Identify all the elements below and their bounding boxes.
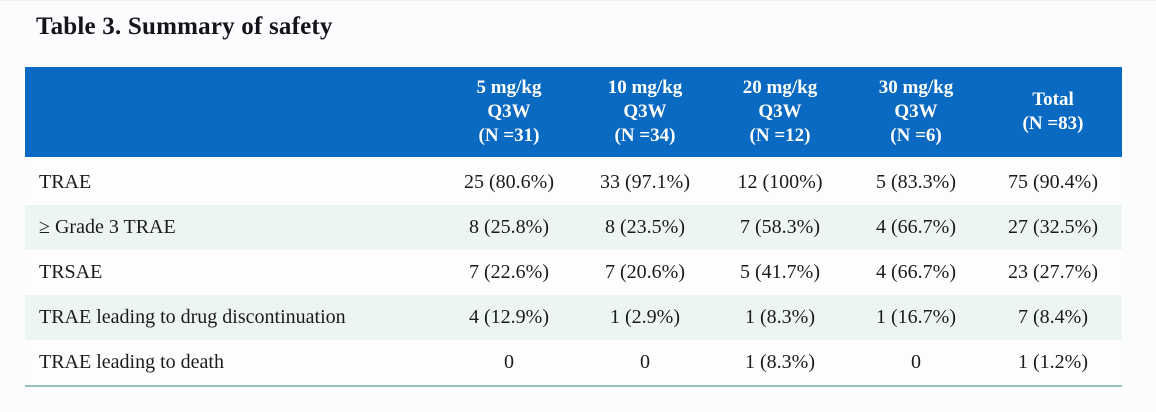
- data-cell: 1 (8.3%): [745, 306, 815, 328]
- row-label: TRAE leading to death: [39, 351, 224, 373]
- data-cell: 25 (80.6%): [464, 171, 554, 193]
- data-cell: 75 (90.4%): [1008, 171, 1098, 193]
- data-cell: 23 (27.7%): [1008, 261, 1098, 283]
- data-cell: 0: [640, 351, 650, 373]
- data-cell: 0: [911, 351, 921, 373]
- column-header-20mgkg: 20 mg/kg Q3W (N =12): [742, 77, 818, 146]
- data-cell: 8 (23.5%): [605, 216, 685, 238]
- data-cell: 7 (22.6%): [469, 261, 549, 283]
- table-row: TRAE leading to drug discontinuation 4 (…: [25, 295, 1122, 340]
- data-cell: 0: [504, 351, 514, 373]
- column-header-empty: [25, 67, 440, 157]
- data-cell: 8 (25.8%): [469, 216, 549, 238]
- table-row: TRAE 25 (80.6%) 33 (97.1%) 12 (100%) 5 (…: [25, 160, 1122, 205]
- data-cell: 7 (58.3%): [740, 216, 820, 238]
- data-cell: 7 (8.4%): [1018, 306, 1088, 328]
- column-header-30mgkg: 30 mg/kg Q3W (N =6): [878, 77, 954, 146]
- table-title: Table 3. Summary of safety: [36, 13, 333, 40]
- data-cell: 33 (97.1%): [600, 171, 690, 193]
- table-row: TRAE leading to death 0 0 1 (8.3%) 0 1 (…: [25, 340, 1122, 385]
- data-cell: 27 (32.5%): [1008, 216, 1098, 238]
- row-label: TRSAE: [39, 261, 103, 283]
- data-cell: 1 (1.2%): [1018, 351, 1088, 373]
- row-label: TRAE: [39, 171, 92, 193]
- data-cell: 5 (41.7%): [740, 261, 820, 283]
- column-header-total: Total (N =83): [1022, 89, 1084, 134]
- table-header-row: 5 mg/kg Q3W (N =31) 10 mg/kg Q3W (N =34)…: [25, 67, 1122, 160]
- table-row: ≥ Grade 3 TRAE 8 (25.8%) 8 (23.5%) 7 (58…: [25, 205, 1122, 250]
- data-cell: 12 (100%): [737, 171, 823, 193]
- data-cell: 7 (20.6%): [605, 261, 685, 283]
- data-cell: 4 (66.7%): [876, 216, 956, 238]
- safety-summary-table: 5 mg/kg Q3W (N =31) 10 mg/kg Q3W (N =34)…: [25, 67, 1122, 387]
- row-label: ≥ Grade 3 TRAE: [39, 216, 176, 238]
- data-cell: 5 (83.3%): [876, 171, 956, 193]
- data-cell: 4 (66.7%): [876, 261, 956, 283]
- data-cell: 1 (8.3%): [745, 351, 815, 373]
- table-row: TRSAE 7 (22.6%) 7 (20.6%) 5 (41.7%) 4 (6…: [25, 250, 1122, 295]
- column-header-5mgkg: 5 mg/kg Q3W (N =31): [476, 77, 542, 146]
- column-header-10mgkg: 10 mg/kg Q3W (N =34): [607, 77, 683, 146]
- data-cell: 1 (2.9%): [610, 306, 680, 328]
- row-label: TRAE leading to drug discontinuation: [39, 306, 346, 328]
- data-cell: 1 (16.7%): [876, 306, 956, 328]
- data-cell: 4 (12.9%): [469, 306, 549, 328]
